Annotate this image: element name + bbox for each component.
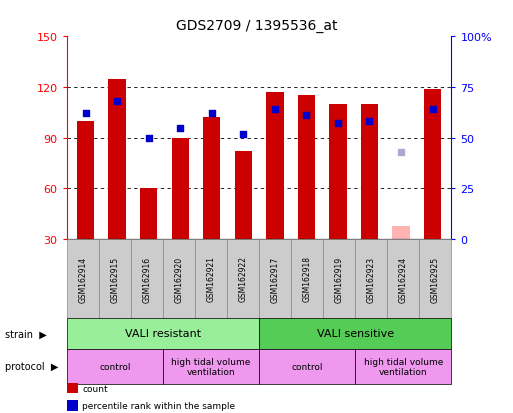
Text: VALI resistant: VALI resistant — [125, 328, 201, 339]
Bar — [203, 118, 221, 240]
Text: GSM162918: GSM162918 — [303, 256, 312, 302]
Text: GSM162916: GSM162916 — [142, 256, 151, 302]
Text: GSM162920: GSM162920 — [174, 256, 184, 302]
Point — [113, 99, 121, 105]
Text: control: control — [99, 362, 130, 371]
Text: GSM162921: GSM162921 — [206, 256, 215, 302]
Point — [271, 107, 279, 113]
Text: GSM162922: GSM162922 — [239, 256, 248, 302]
Point — [239, 131, 247, 138]
Bar — [171, 138, 189, 240]
Bar — [266, 93, 284, 240]
Bar — [424, 90, 441, 240]
Text: control: control — [291, 362, 323, 371]
Text: GSM162917: GSM162917 — [270, 256, 280, 302]
Text: GDS2709 / 1395536_at: GDS2709 / 1395536_at — [176, 19, 337, 33]
Point — [176, 125, 184, 131]
Point — [302, 113, 310, 119]
Text: GSM162924: GSM162924 — [399, 256, 408, 302]
Bar — [392, 226, 410, 240]
Text: strain  ▶: strain ▶ — [5, 328, 47, 339]
Text: GSM162925: GSM162925 — [431, 256, 440, 302]
Text: VALI sensitive: VALI sensitive — [317, 328, 394, 339]
Bar — [234, 152, 252, 240]
Text: percentile rank within the sample: percentile rank within the sample — [82, 401, 235, 410]
Point — [82, 111, 90, 117]
Bar — [77, 121, 94, 240]
Bar — [329, 104, 347, 240]
Bar — [361, 104, 378, 240]
Text: count: count — [82, 384, 108, 393]
Point — [365, 119, 373, 126]
Bar — [140, 189, 157, 240]
Text: protocol  ▶: protocol ▶ — [5, 361, 58, 372]
Text: high tidal volume
ventilation: high tidal volume ventilation — [171, 357, 251, 376]
Text: GSM162919: GSM162919 — [334, 256, 344, 302]
Point — [397, 149, 405, 156]
Point — [334, 121, 342, 128]
Bar — [108, 79, 126, 240]
Bar — [298, 96, 315, 240]
Text: GSM162915: GSM162915 — [110, 256, 120, 302]
Point — [145, 135, 153, 142]
Point — [428, 107, 437, 113]
Point — [208, 111, 216, 117]
Text: GSM162923: GSM162923 — [367, 256, 376, 302]
Text: high tidal volume
ventilation: high tidal volume ventilation — [364, 357, 443, 376]
Text: GSM162914: GSM162914 — [78, 256, 87, 302]
